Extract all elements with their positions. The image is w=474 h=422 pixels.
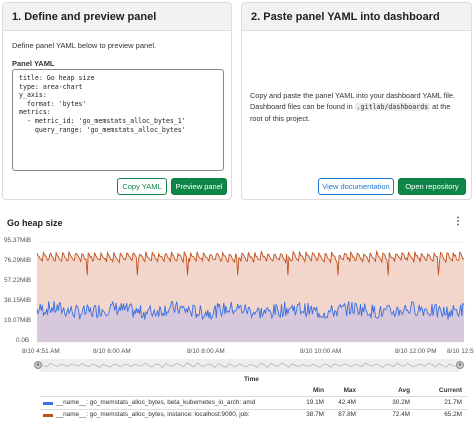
series-2-swatch bbox=[43, 414, 53, 417]
define-panel-title: 1. Define and preview panel bbox=[3, 3, 231, 31]
area-chart-plot bbox=[36, 241, 465, 343]
paste-panel-instructions: Copy and paste the panel YAML into your … bbox=[250, 90, 465, 124]
scroller-right-handle[interactable]: ⏸ bbox=[456, 361, 464, 369]
series-2-name: __name__: go_memstats_alloc_bytes, insta… bbox=[56, 411, 250, 418]
series-2-min: 38.7M bbox=[306, 411, 324, 418]
x-tick-label: 8/10 4:51 AM bbox=[22, 348, 60, 355]
y-tick-label: 57.22MiB bbox=[4, 277, 31, 284]
panel-yaml-label: Panel YAML bbox=[12, 59, 55, 68]
scroller-left-handle[interactable]: ⏸ bbox=[34, 361, 42, 369]
legend-current-header: Current bbox=[438, 387, 462, 394]
series-1-swatch bbox=[43, 402, 53, 405]
x-tick-label: 8/10 8:00 AM bbox=[187, 348, 225, 355]
define-panel-description: Define panel YAML below to preview panel… bbox=[12, 41, 157, 50]
legend-row-series-2[interactable]: __name__: go_memstats_alloc_bytes, insta… bbox=[40, 410, 468, 421]
series-1-line bbox=[36, 300, 465, 321]
preview-panel-button[interactable]: Preview panel bbox=[171, 178, 227, 195]
chart-title: Go heap size bbox=[7, 218, 63, 228]
paste-panel-title: 2. Paste panel YAML into dashboard bbox=[242, 3, 471, 31]
x-tick-label: 8/10 6:00 AM bbox=[93, 348, 131, 355]
legend-avg-header: Avg bbox=[398, 387, 410, 394]
x-tick-label: 8/10 10:00 AM bbox=[300, 348, 342, 355]
paste-panel-card: 2. Paste panel YAML into dashboard Copy … bbox=[241, 2, 472, 200]
instructions-text-start: Copy and paste the panel YAML into your … bbox=[250, 91, 455, 111]
y-tick-label: 38.15MiB bbox=[4, 297, 31, 304]
y-tick-label: 19.07MiB bbox=[4, 317, 31, 324]
legend-divider bbox=[40, 409, 468, 410]
time-range-scroller[interactable]: ⏸ ⏸ bbox=[34, 359, 464, 372]
define-panel-card: 1. Define and preview panel Define panel… bbox=[2, 2, 232, 200]
panel-yaml-text[interactable]: title: Go heap size type: area-chart y_a… bbox=[19, 74, 186, 134]
scroller-preview bbox=[39, 359, 461, 372]
series-1-name: __name__: go_memstats_alloc_bytes, beta_… bbox=[56, 399, 256, 406]
series-2-line bbox=[36, 250, 465, 276]
panel-yaml-textarea[interactable]: title: Go heap size type: area-chart y_a… bbox=[12, 69, 224, 171]
series-1-max: 42.4M bbox=[338, 399, 356, 406]
legend-min-header: Min bbox=[312, 387, 324, 394]
series-2-current: 65.2M bbox=[444, 411, 462, 418]
dashboards-path-code: .gitlab/dashboards bbox=[354, 103, 431, 111]
y-tick-label: 95.37MiB bbox=[4, 237, 31, 244]
open-repository-button[interactable]: Open repository bbox=[398, 178, 466, 195]
series-2-max: 87.8M bbox=[338, 411, 356, 418]
series-2-avg: 72.4M bbox=[392, 411, 410, 418]
view-documentation-button[interactable]: View documentation bbox=[318, 178, 394, 195]
series-1-avg: 30.2M bbox=[392, 399, 410, 406]
y-tick-label: 76.29MiB bbox=[4, 257, 31, 264]
x-tick-label: 8/10 12:00 PM bbox=[395, 348, 437, 355]
x-tick-label: 8/10 12:5 bbox=[447, 348, 474, 355]
legend-max-header: Max bbox=[343, 387, 356, 394]
legend-time-header: Time bbox=[244, 376, 259, 383]
legend-divider bbox=[40, 396, 468, 397]
series-1-min: 19.1M bbox=[306, 399, 324, 406]
series-1-current: 21.7M bbox=[444, 399, 462, 406]
copy-yaml-button[interactable]: Copy YAML bbox=[117, 178, 167, 195]
legend-row-series-1[interactable]: __name__: go_memstats_alloc_bytes, beta_… bbox=[40, 398, 468, 409]
instructions-text-end: at the root of this project. bbox=[250, 102, 451, 123]
series-1-area bbox=[37, 301, 464, 342]
y-tick-label: 0.0B bbox=[16, 337, 30, 344]
